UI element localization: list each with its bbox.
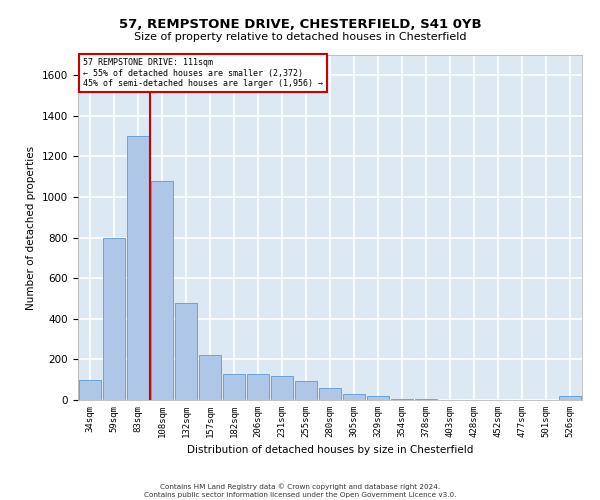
Bar: [79, 380, 101, 400]
Bar: [295, 380, 317, 400]
Text: 57, REMPSTONE DRIVE, CHESTERFIELD, S41 0YB: 57, REMPSTONE DRIVE, CHESTERFIELD, S41 0…: [119, 18, 481, 30]
Bar: [415, 399, 437, 400]
Bar: [151, 181, 173, 400]
Bar: [199, 356, 221, 400]
Bar: [391, 399, 413, 400]
Bar: [271, 376, 293, 400]
Bar: [223, 374, 245, 400]
Bar: [559, 396, 581, 400]
Y-axis label: Number of detached properties: Number of detached properties: [26, 146, 37, 310]
Text: Size of property relative to detached houses in Chesterfield: Size of property relative to detached ho…: [134, 32, 466, 42]
Bar: [319, 388, 341, 400]
Bar: [343, 394, 365, 400]
Bar: [103, 238, 125, 400]
Text: Contains HM Land Registry data © Crown copyright and database right 2024.
Contai: Contains HM Land Registry data © Crown c…: [144, 484, 456, 498]
X-axis label: Distribution of detached houses by size in Chesterfield: Distribution of detached houses by size …: [187, 446, 473, 456]
Bar: [127, 136, 149, 400]
Bar: [175, 302, 197, 400]
Bar: [247, 374, 269, 400]
Bar: [367, 396, 389, 400]
Text: 57 REMPSTONE DRIVE: 111sqm
← 55% of detached houses are smaller (2,372)
45% of s: 57 REMPSTONE DRIVE: 111sqm ← 55% of deta…: [83, 58, 323, 88]
